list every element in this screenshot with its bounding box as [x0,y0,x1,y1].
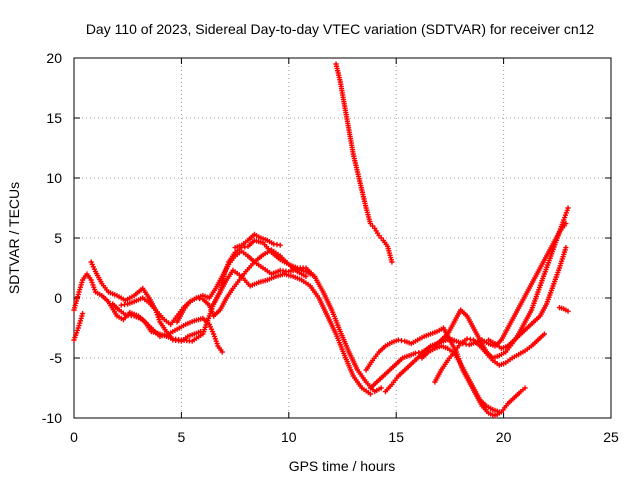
y-tick-label: 20 [46,50,62,66]
data-point [277,242,283,248]
series-sat-a [71,311,86,343]
x-tick-label: 25 [603,429,619,445]
x-tick-label: 15 [388,429,404,445]
data-point [389,259,395,265]
x-tick-label: 10 [281,429,297,445]
data-point [367,391,374,397]
y-tick-label: 15 [46,110,62,126]
y-axis-label: SDTVAR / TECUs [6,182,22,294]
axis-ticks: 0 5 10 15 20 25 -10 -5 0 5 10 15 20 [42,50,619,445]
data-point [198,329,204,335]
data-point [378,385,384,391]
data-point [563,221,569,227]
series-sat-p [556,305,571,314]
data-point [541,331,548,337]
grid [74,58,611,418]
chart-title: Day 110 of 2023, Sidereal Day-to-day VTE… [86,21,595,37]
series-sat-g [211,237,318,307]
x-tick-label: 20 [496,429,512,445]
data-marks [71,61,571,419]
series-sat-l [382,221,569,395]
x-tick-label: 5 [178,429,186,445]
data-point [79,311,86,317]
data-point [219,349,225,355]
series-sat-i [333,61,395,265]
series-sat-n [432,331,548,385]
y-tick-label: 10 [46,170,62,186]
data-point [565,308,571,314]
series-sat-e [110,301,225,355]
data-point [311,273,318,279]
x-axis-label: GPS time / hours [289,458,396,474]
y-tick-label: -5 [50,350,63,366]
series-sat-h [232,231,283,251]
series-sat-m [419,343,502,415]
y-tick-label: 0 [54,290,62,306]
data-point [522,385,528,391]
y-tick-label: 5 [54,230,62,246]
data-point [563,245,569,251]
series-sat-o [485,245,569,351]
x-tick-label: 0 [70,429,78,445]
y-tick-label: -10 [42,410,62,426]
data-point [496,409,502,415]
data-point [565,205,571,211]
data-point [303,273,309,279]
